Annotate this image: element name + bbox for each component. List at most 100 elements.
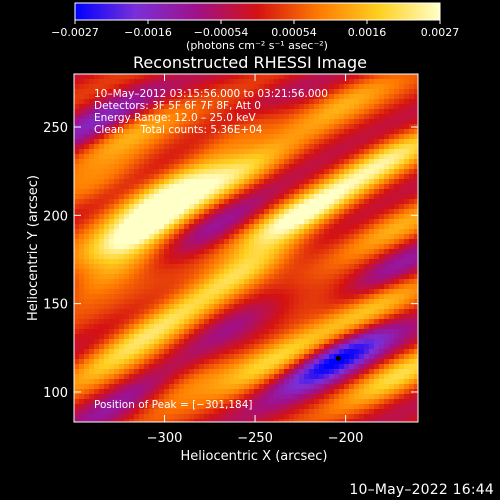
heatmap-cell — [94, 174, 100, 180]
heatmap-cell — [319, 304, 325, 310]
heatmap-cell — [184, 329, 190, 335]
heatmap-cell — [274, 344, 280, 350]
heatmap-cell — [119, 224, 125, 230]
heatmap-cell — [279, 294, 285, 300]
heatmap-cell — [214, 284, 220, 290]
heatmap-cell — [269, 164, 275, 170]
heatmap-cell — [289, 319, 295, 325]
heatmap-cell — [149, 199, 155, 205]
heatmap-cell — [109, 129, 115, 135]
heatmap-cell — [289, 364, 295, 370]
heatmap-cell — [249, 184, 255, 190]
heatmap-cell — [374, 249, 380, 255]
heatmap-cell — [139, 224, 145, 230]
heatmap-cell — [399, 364, 405, 370]
heatmap-cell — [129, 164, 135, 170]
heatmap-cell — [79, 389, 85, 395]
heatmap-cell — [264, 394, 270, 400]
heatmap-cell — [244, 394, 250, 400]
heatmap-cell — [99, 144, 105, 150]
heatmap-cell — [309, 99, 315, 105]
heatmap-cell — [264, 99, 270, 105]
heatmap-cell — [139, 234, 145, 240]
heatmap-cell — [164, 369, 170, 375]
heatmap-cell — [314, 84, 320, 90]
heatmap-cell — [109, 124, 115, 130]
heatmap-cell — [339, 204, 345, 210]
colorbar-tick-label: −0.0016 — [124, 26, 172, 39]
heatmap-cell — [239, 324, 245, 330]
heatmap-cell — [154, 314, 160, 320]
heatmap-cell — [189, 199, 195, 205]
heatmap-cell — [259, 179, 265, 185]
heatmap-cell — [264, 164, 270, 170]
heatmap-cell — [249, 174, 255, 180]
heatmap-cell — [294, 89, 300, 95]
heatmap-cell — [154, 319, 160, 325]
heatmap-cell — [319, 384, 325, 390]
heatmap-cell — [89, 179, 95, 185]
heatmap-cell — [219, 194, 225, 200]
heatmap-cell — [354, 199, 360, 205]
heatmap-cell — [129, 354, 135, 360]
heatmap-cell — [159, 174, 165, 180]
heatmap-cell — [254, 214, 260, 220]
heatmap-cell — [164, 204, 170, 210]
heatmap-cell — [269, 379, 275, 385]
heatmap-cell — [189, 209, 195, 215]
heatmap-cell — [269, 384, 275, 390]
heatmap-cell — [379, 364, 385, 370]
heatmap-cell — [279, 154, 285, 160]
heatmap-cell — [349, 284, 355, 290]
heatmap-cell — [244, 229, 250, 235]
heatmap-cell — [234, 364, 240, 370]
heatmap-cell — [104, 409, 110, 415]
heatmap-cell — [284, 389, 290, 395]
heatmap-cell — [114, 419, 120, 422]
heatmap-cell — [269, 389, 275, 395]
heatmap-cell — [299, 224, 305, 230]
heatmap-cell — [404, 114, 410, 120]
heatmap-cell — [284, 219, 290, 225]
heatmap-cell — [114, 199, 120, 205]
heatmap-cell — [399, 324, 405, 330]
heatmap-cell — [269, 314, 275, 320]
heatmap-cell — [94, 189, 100, 195]
heatmap-cell — [374, 109, 380, 115]
heatmap-cell — [129, 344, 135, 350]
heatmap-cell — [394, 84, 400, 90]
heatmap-cell — [249, 119, 255, 125]
heatmap-cell — [339, 279, 345, 285]
heatmap-cell — [334, 209, 340, 215]
heatmap-cell — [244, 179, 250, 185]
heatmap-cell — [284, 94, 290, 100]
heatmap-cell — [384, 359, 390, 365]
heatmap-cell — [309, 294, 315, 300]
heatmap-cell — [334, 84, 340, 90]
x-tick-label: −200 — [328, 431, 364, 446]
heatmap-cell — [124, 229, 130, 235]
heatmap-cell — [194, 359, 200, 365]
heatmap-cell — [124, 239, 130, 245]
heatmap-cell — [164, 404, 170, 410]
heatmap-cell — [214, 254, 220, 260]
heatmap-cell — [239, 254, 245, 260]
heatmap-cell — [379, 284, 385, 290]
heatmap-cell — [159, 194, 165, 200]
heatmap-cell — [269, 189, 275, 195]
heatmap-cell — [399, 344, 405, 350]
heatmap-cell — [169, 154, 175, 160]
heatmap-cell — [79, 164, 85, 170]
heatmap-cell — [104, 179, 110, 185]
heatmap-cell — [384, 389, 390, 395]
heatmap-cell — [249, 359, 255, 365]
heatmap-cell — [174, 179, 180, 185]
heatmap-cell — [134, 334, 140, 340]
heatmap-cell — [89, 304, 95, 310]
heatmap-cell — [204, 79, 210, 85]
heatmap-cell — [144, 294, 150, 300]
heatmap-cell — [404, 209, 410, 215]
heatmap-cell — [74, 259, 80, 265]
heatmap-cell — [369, 124, 375, 130]
heatmap-cell — [244, 404, 250, 410]
